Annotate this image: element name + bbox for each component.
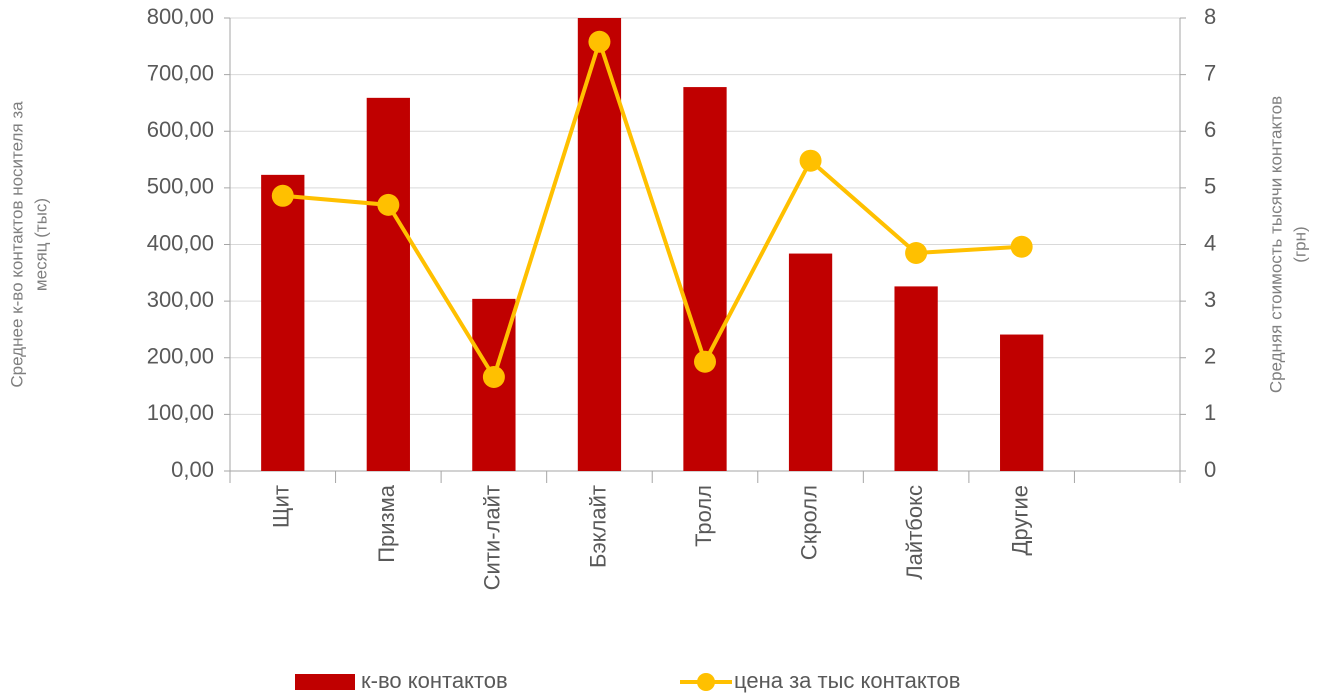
y2-tick-label: 5 bbox=[1204, 174, 1216, 199]
y2-tick-label: 7 bbox=[1204, 60, 1216, 85]
y2-tick-label: 2 bbox=[1204, 344, 1216, 369]
y-tick-label: 600,00 bbox=[147, 117, 214, 142]
bar bbox=[683, 87, 727, 472]
y-axis-title: месяц (тыс) bbox=[31, 198, 50, 291]
bar bbox=[1000, 334, 1044, 471]
line-point bbox=[377, 193, 400, 216]
legend-label: цена за тыс контактов bbox=[734, 668, 960, 693]
y-tick-label: 0,00 bbox=[171, 457, 214, 482]
x-tick-label: Призма bbox=[374, 484, 399, 563]
line-point bbox=[271, 184, 294, 207]
y-tick-label: 800,00 bbox=[147, 4, 214, 29]
line-point bbox=[905, 241, 928, 264]
y2-axis-title: (грн) bbox=[1290, 226, 1309, 262]
legend-label: к-во контактов bbox=[361, 668, 508, 693]
bar bbox=[788, 253, 833, 471]
legend-swatch bbox=[697, 673, 715, 691]
y-tick-label: 400,00 bbox=[147, 230, 214, 255]
y2-tick-label: 1 bbox=[1204, 400, 1216, 425]
y2-tick-label: 8 bbox=[1204, 4, 1216, 29]
line bbox=[282, 35, 1022, 382]
x-tick-label: Щит bbox=[269, 485, 294, 528]
line-point bbox=[588, 30, 611, 53]
x-tick-label: Бэклайт bbox=[585, 485, 610, 568]
bar bbox=[894, 286, 938, 471]
y2-tick-label: 4 bbox=[1204, 230, 1216, 255]
bar bbox=[261, 174, 305, 471]
line-point bbox=[482, 366, 505, 389]
x-tick-label: Лайтбокс bbox=[902, 485, 927, 580]
x-tick-label: Скролл bbox=[796, 485, 821, 560]
y2-tick-label: 3 bbox=[1204, 287, 1216, 312]
legend-swatch bbox=[295, 674, 355, 690]
y-tick-label: 100,00 bbox=[147, 400, 214, 425]
x-tick-label: Другие bbox=[1007, 485, 1032, 555]
x-tick-label: Тролл bbox=[691, 485, 716, 547]
y2-tick-label: 0 bbox=[1204, 457, 1216, 482]
y-tick-label: 500,00 bbox=[147, 174, 214, 199]
y-tick-label: 700,00 bbox=[147, 60, 214, 85]
x-tick-label: Сити-лайт bbox=[480, 485, 505, 590]
line-point bbox=[1010, 235, 1033, 258]
line-point bbox=[799, 149, 822, 172]
y-axis-title: Среднее к-во контактов носителя за bbox=[7, 101, 26, 388]
y-tick-label: 300,00 bbox=[147, 287, 214, 312]
line-point bbox=[694, 350, 716, 373]
y2-axis-title: Средняя стоимость тысячи контактов bbox=[1266, 96, 1285, 393]
y-tick-label: 200,00 bbox=[147, 344, 214, 369]
y2-tick-label: 6 bbox=[1204, 117, 1216, 142]
bar bbox=[366, 97, 410, 471]
